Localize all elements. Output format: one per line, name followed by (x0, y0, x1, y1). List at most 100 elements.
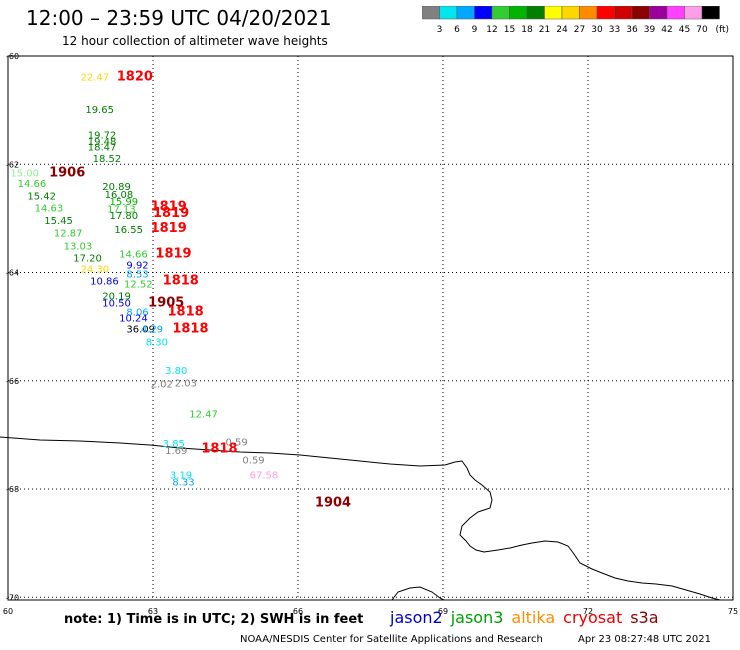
wave-height-label: 16.08 (105, 190, 134, 201)
wave-height-label: 18.52 (93, 154, 122, 165)
legend-label: 21 (539, 25, 550, 35)
wave-height-label: 8.06 (126, 307, 148, 318)
lat-tick-label: -60 (6, 52, 19, 61)
wave-height-label: 16.55 (114, 225, 143, 236)
wave-height-label: 15.42 (27, 192, 56, 203)
lon-tick-label: 63 (148, 607, 158, 616)
satellite-legend: jason2 jason3 altika cryosat s3a (390, 608, 667, 627)
legend-swatch (701, 6, 720, 20)
wave-height-label: 67.58 (250, 470, 279, 481)
wave-height-label: 0.59 (226, 437, 248, 448)
wave-height-label: 15.45 (44, 216, 73, 227)
satellite-s3a: s3a (630, 608, 659, 627)
wave-height-label: 2.02 (151, 379, 173, 390)
pass-time-label: 1820 (117, 70, 153, 85)
wave-height-label: 3.85 (163, 439, 185, 450)
pass-time-label: 1904 (315, 496, 351, 511)
wave-height-label: 14.63 (35, 204, 64, 215)
wave-height-label: 15.99 (110, 197, 139, 208)
lon-tick-label: 75 (728, 607, 738, 616)
wave-height-label: 9.92 (126, 260, 148, 271)
wave-height-label: 12.47 (189, 409, 218, 420)
wave-height-label: 12.52 (124, 279, 153, 290)
lon-tick-label: 60 (3, 607, 13, 616)
wave-height-label: 19.65 (85, 105, 114, 116)
lat-tick-label: -62 (6, 160, 19, 169)
wave-height-label: 22.47 (81, 73, 110, 84)
satellite-jason3: jason3 (450, 608, 504, 627)
wave-height-label: 8.53 (126, 270, 148, 281)
legend-label: 9 (472, 25, 478, 35)
lat-tick-label: -64 (6, 269, 19, 278)
map-title: 12:00 – 23:59 UTC 04/20/2021 (26, 6, 332, 30)
wave-height-label: 10.50 (102, 298, 131, 309)
wave-height-label: 1.69 (165, 446, 187, 457)
legend-label: 27 (574, 25, 585, 35)
pass-time-label: 1906 (49, 165, 85, 180)
wave-height-label: 19.48 (88, 137, 117, 148)
legend-label: 6 (454, 25, 460, 35)
satellite-cryosat: cryosat (563, 608, 623, 627)
legend-unit: (ft) (716, 25, 730, 35)
legend-label: 45 (679, 25, 690, 35)
legend-label: 24 (556, 25, 568, 35)
satellite-altika: altika (511, 608, 556, 627)
wave-height-label: 13.03 (64, 241, 93, 252)
wave-height-label: 20.89 (102, 182, 131, 193)
wave-height-label: 10.86 (90, 277, 119, 288)
pass-time-label: 1819 (153, 206, 189, 221)
wave-height-label: 20.19 (102, 291, 131, 302)
legend-label: 33 (609, 25, 620, 35)
wave-height-label: 36.09 (126, 324, 155, 335)
pass-time-label: 1819 (151, 199, 187, 214)
wave-height-label: 18.47 (88, 142, 117, 153)
wave-height-label: 2.03 (175, 378, 197, 389)
wave-height-label: 8.30 (146, 337, 168, 348)
wave-height-label: 14.66 (18, 179, 47, 190)
legend-label: 36 (626, 25, 638, 35)
lat-tick-label: -68 (6, 485, 19, 494)
pass-time-label: 1818 (172, 321, 208, 336)
wave-height-label: 8.33 (172, 477, 194, 488)
coastline (0, 436, 721, 601)
pass-time-label: 1818 (168, 304, 204, 319)
lat-tick-label: -66 (6, 377, 19, 386)
credit-line: NOAA/NESDIS Center for Satellite Applica… (240, 634, 543, 645)
lon-tick-label: 69 (438, 607, 448, 616)
footer-note: note: 1) Time is in UTC; 2) SWH is in fe… (64, 612, 364, 627)
pass-time-label: 1818 (201, 441, 237, 456)
wave-height-label: 12.87 (54, 228, 83, 239)
pass-time-label: 1819 (151, 221, 187, 236)
wave-height-label: 3.80 (165, 366, 187, 377)
satellite-jason2: jason2 (390, 608, 443, 627)
wave-height-label: 3.19 (170, 470, 192, 481)
wave-height-label: 10.24 (119, 313, 148, 324)
wave-height-label: 17.80 (110, 211, 139, 222)
legend-label: 12 (486, 25, 497, 35)
pass-time-label: 1819 (155, 247, 191, 262)
map-subtitle: 12 hour collection of altimeter wave hei… (62, 34, 328, 48)
coastline-islet (391, 586, 445, 601)
wave-height-label: 0.59 (242, 455, 264, 466)
wave-height-label: 17.13 (107, 205, 136, 216)
wave-height-label: 19.72 (88, 130, 117, 141)
pass-time-label: 1818 (163, 274, 199, 289)
legend-label: 18 (521, 25, 533, 35)
lat-tick-label: -70 (6, 593, 19, 602)
pass-time-label: 1905 (148, 295, 184, 310)
wave-height-label: 17.20 (73, 253, 102, 264)
legend-label: 42 (661, 25, 672, 35)
color-legend: 3 6 9 12 15 18 21 24 27 30 33 36 39 42 45 70 (ft) (422, 6, 730, 35)
legend-label: 30 (591, 25, 603, 35)
wave-height-label: 4.29 (141, 324, 163, 335)
generation-timestamp: Apr 23 08:27:48 UTC 2021 (578, 634, 711, 645)
lon-tick-label: 72 (583, 607, 593, 616)
lon-tick-label: 66 (293, 607, 303, 616)
legend-label: 39 (644, 25, 656, 35)
wave-height-label: 15.00 (10, 168, 39, 179)
map-frame (7, 55, 734, 601)
wave-height-label: 24.30 (81, 265, 110, 276)
legend-label: 70 (696, 25, 708, 35)
wave-height-label: 14.66 (119, 250, 148, 261)
